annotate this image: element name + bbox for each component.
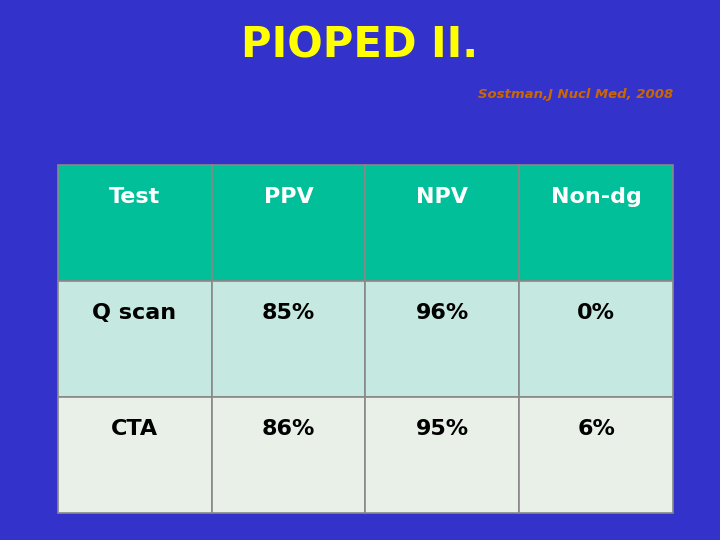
Text: 6%: 6% — [577, 420, 615, 440]
Text: PIOPED II.: PIOPED II. — [241, 25, 479, 67]
Text: 86%: 86% — [262, 420, 315, 440]
Text: Non-dg: Non-dg — [551, 187, 642, 207]
Text: NPV: NPV — [416, 187, 468, 207]
FancyBboxPatch shape — [58, 165, 212, 281]
Text: 85%: 85% — [262, 303, 315, 323]
FancyBboxPatch shape — [519, 397, 673, 513]
Text: Test: Test — [109, 187, 160, 207]
Text: Q scan: Q scan — [92, 303, 176, 323]
FancyBboxPatch shape — [212, 165, 366, 281]
FancyBboxPatch shape — [365, 281, 519, 397]
Text: Sostman,J Nucl Med, 2008: Sostman,J Nucl Med, 2008 — [478, 88, 673, 101]
Text: PPV: PPV — [264, 187, 313, 207]
Text: 0%: 0% — [577, 303, 616, 323]
FancyBboxPatch shape — [212, 281, 366, 397]
FancyBboxPatch shape — [365, 397, 519, 513]
Text: 96%: 96% — [415, 303, 469, 323]
FancyBboxPatch shape — [519, 281, 673, 397]
FancyBboxPatch shape — [58, 397, 212, 513]
FancyBboxPatch shape — [58, 281, 212, 397]
Text: CTA: CTA — [111, 420, 158, 440]
FancyBboxPatch shape — [212, 397, 366, 513]
FancyBboxPatch shape — [519, 165, 673, 281]
Text: 95%: 95% — [415, 420, 469, 440]
FancyBboxPatch shape — [365, 165, 519, 281]
